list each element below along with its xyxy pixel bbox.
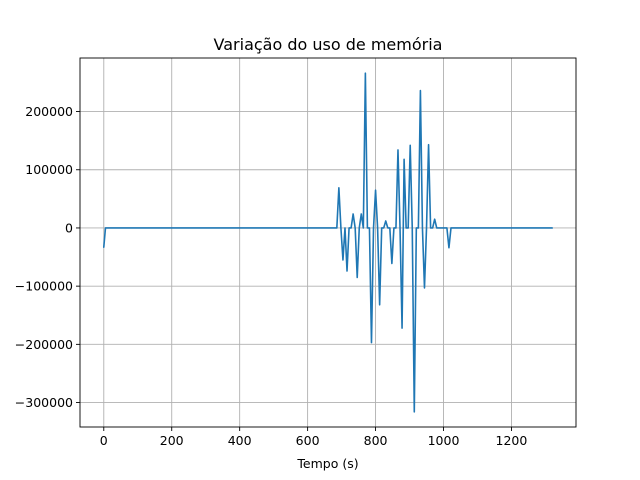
y-tick-label: −200000 [15, 337, 73, 352]
y-tick-label: 0 [65, 220, 73, 235]
memory-variation-line [102, 72, 554, 413]
x-tick-label: 1000 [428, 433, 460, 448]
x-tick-label: 800 [364, 433, 388, 448]
x-tick-label: 1200 [496, 433, 528, 448]
y-tick-label: −300000 [15, 395, 73, 410]
x-tick-label: 600 [296, 433, 320, 448]
y-tick-label: 100000 [25, 162, 73, 177]
x-tick-label: 200 [160, 433, 184, 448]
chart-title: Variação do uso de memória [214, 35, 443, 54]
y-tick-label: 200000 [25, 104, 73, 119]
plot-background [80, 58, 576, 427]
x-tick-label: 400 [228, 433, 252, 448]
series-layer [102, 72, 554, 413]
x-axis-label: Tempo (s) [296, 456, 358, 471]
x-tick-label: 0 [100, 433, 108, 448]
axis-ticks: 0 200 400 600 800 1000 1200 −300000 −200000 −1000… [15, 104, 528, 448]
y-tick-label: −100000 [15, 279, 73, 294]
plot-frame [79, 57, 577, 428]
